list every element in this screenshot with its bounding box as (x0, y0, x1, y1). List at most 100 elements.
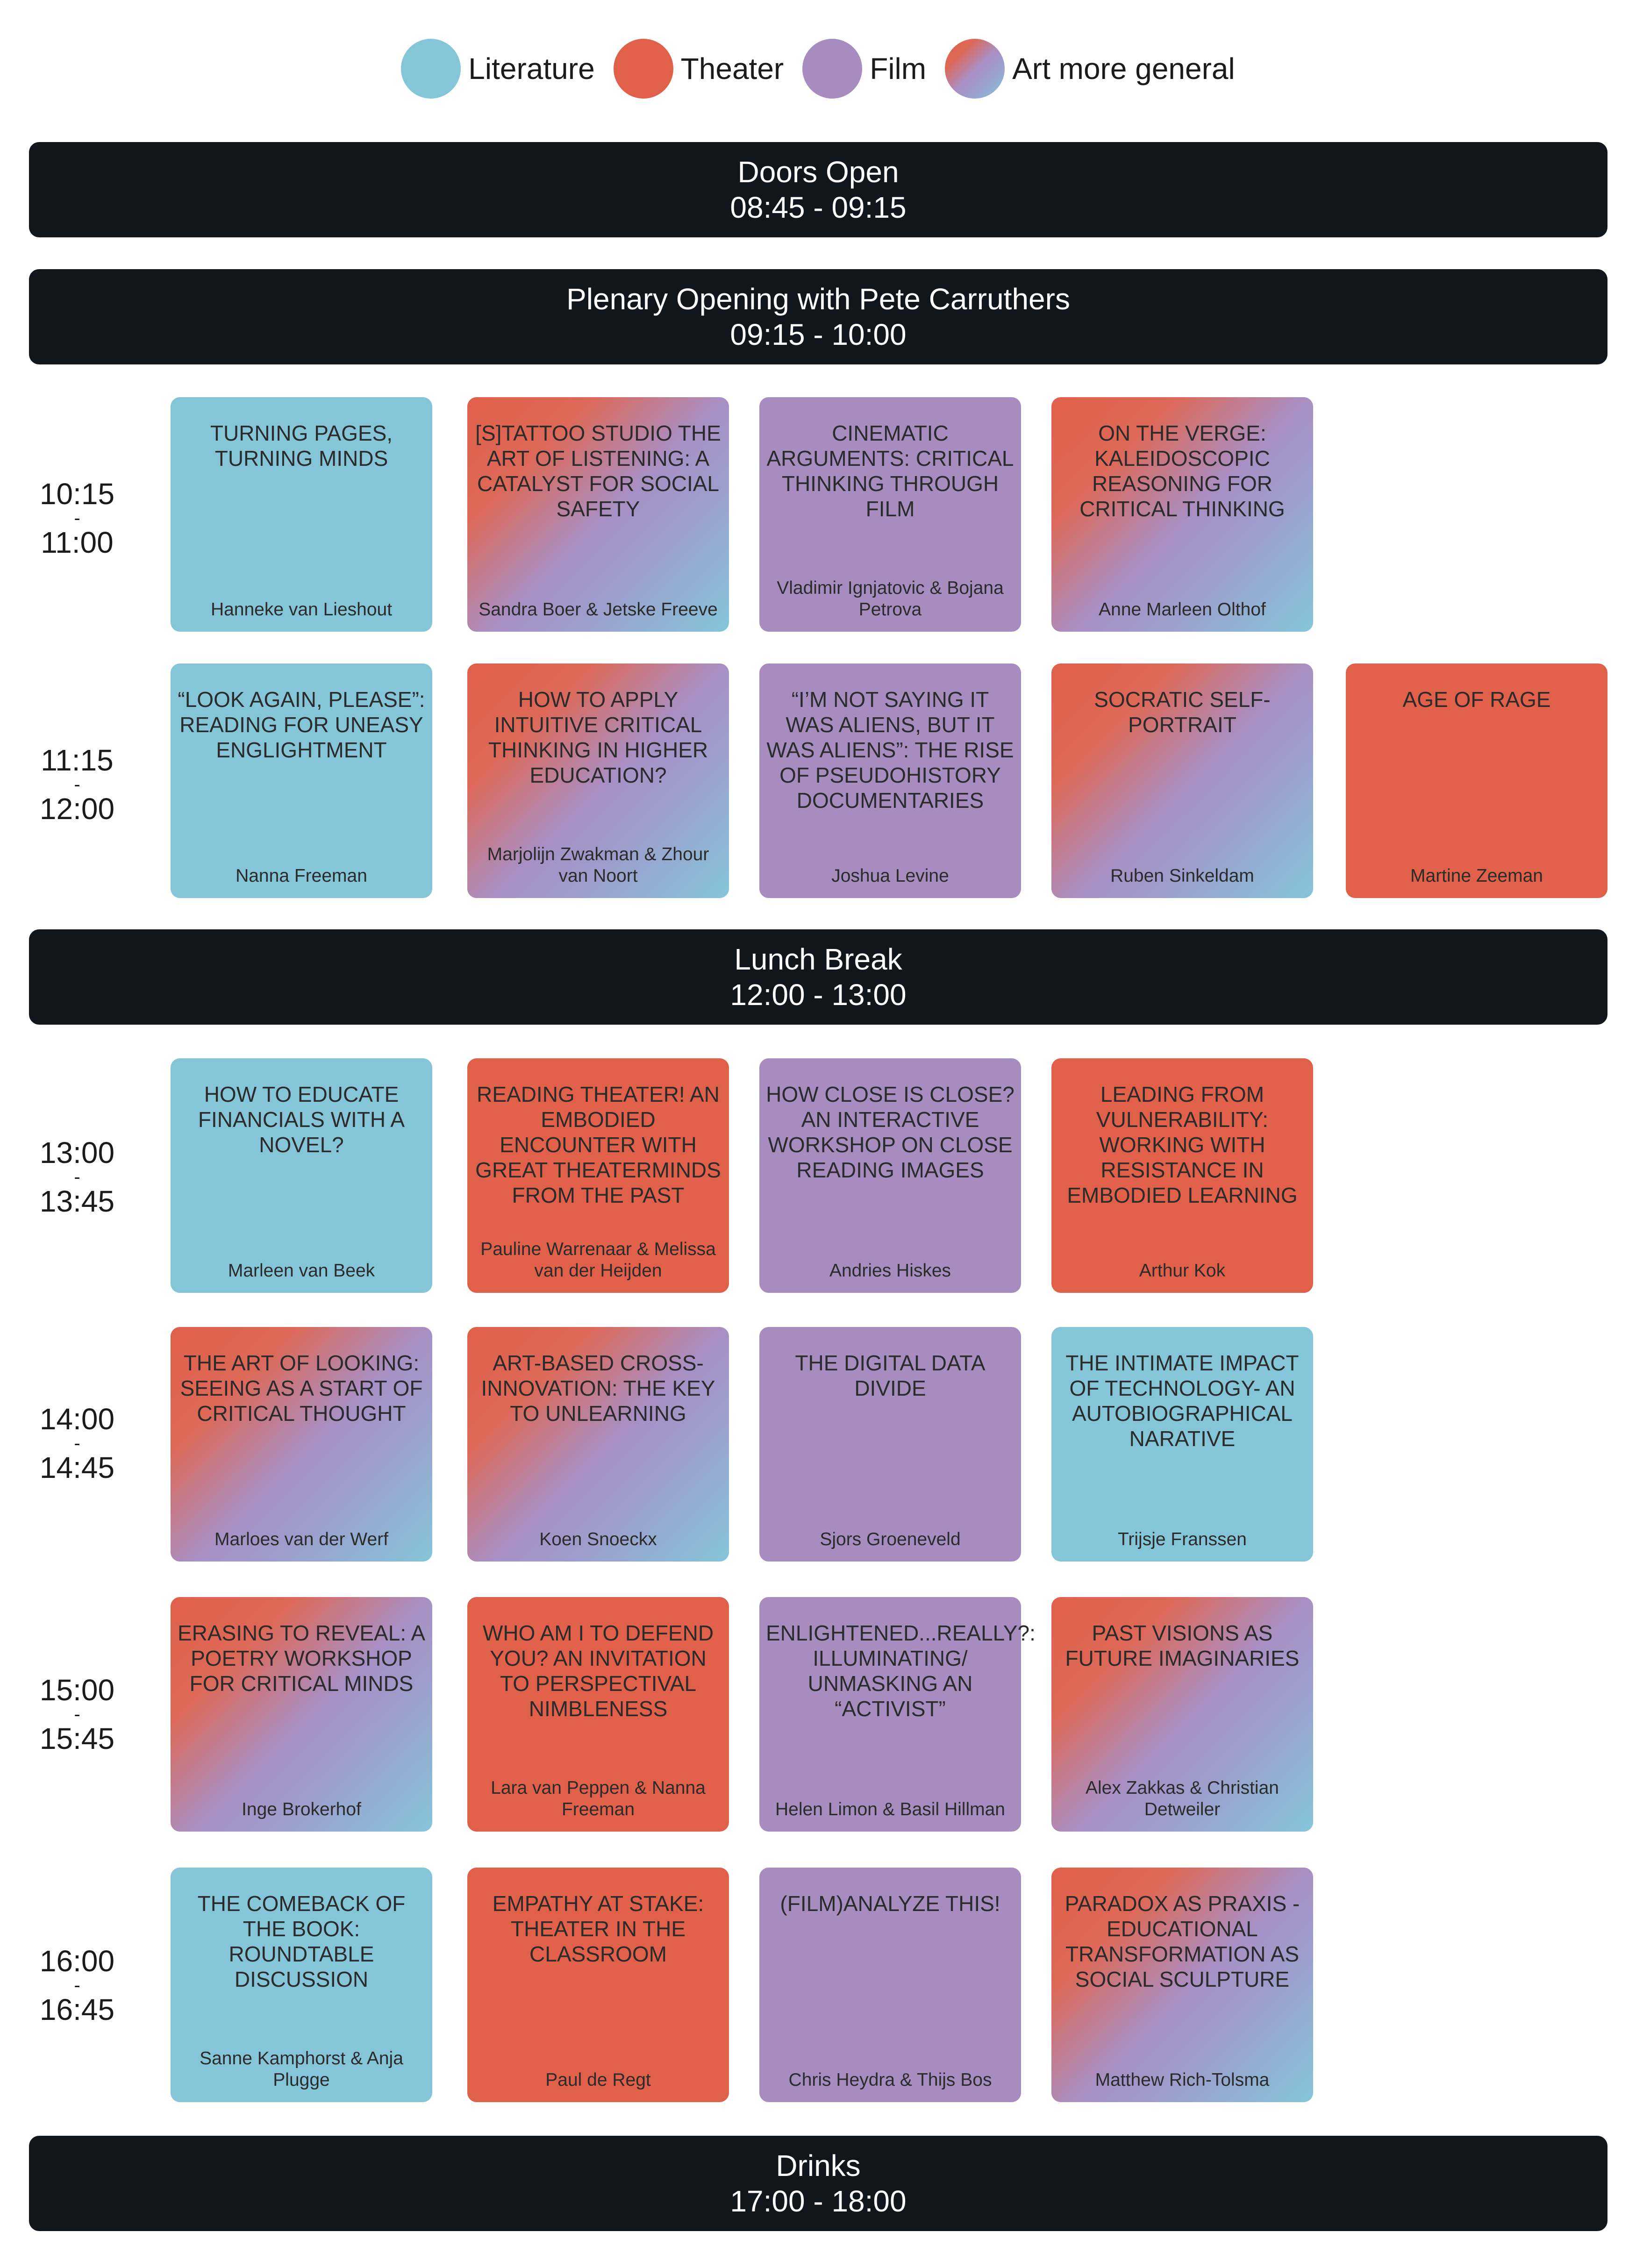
session-card: On the verge: kaleidoscopic reasoning fo… (1051, 397, 1313, 632)
time-label: 10:15-11:00 (28, 479, 126, 557)
session-card: “I’m not saying it was aliens, but it wa… (759, 663, 1021, 898)
time-start: 14:00 (39, 1402, 115, 1436)
legend-label: Theater (680, 52, 784, 86)
legend-item-film: Film (802, 39, 926, 99)
session-card: Socratic self-portrait Ruben Sinkeldam (1051, 663, 1313, 898)
legend-item-theater: Theater (613, 39, 784, 99)
session-speaker: Ruben Sinkeldam (1110, 866, 1254, 886)
time-separator: - (74, 1975, 80, 1996)
session-title: Leading from vulnerability: working with… (1067, 1082, 1298, 1207)
session-title: How to apply intuitive critical thinking… (488, 687, 708, 787)
session-card: The comeback of the book: roundtable dis… (171, 1868, 432, 2102)
time-end: 11:00 (41, 526, 114, 559)
legend-item-literature: Literature (401, 39, 595, 99)
banner-time: 12:00 - 13:00 (730, 978, 907, 1012)
time-start: 11:15 (41, 743, 114, 777)
session-card: The art of looking: seeing as a start of… (171, 1327, 432, 1562)
session-title: How to educate financials with a novel? (198, 1082, 405, 1157)
session-card: Empathy at stake: theater in the classro… (467, 1868, 729, 2102)
banner-plenary-opening: Plenary Opening with Pete Carruthers 09:… (29, 269, 1607, 364)
time-separator: - (74, 1167, 80, 1187)
session-speaker: Vladimir Ignjatovic & Bojana Petrova (777, 578, 1004, 620)
theater-color-dot (613, 39, 673, 99)
time-start: 15:00 (39, 1673, 115, 1707)
session-title: Past visions as future imaginaries (1065, 1621, 1300, 1670)
session-speaker: Matthew Rich-Tolsma (1095, 2070, 1270, 2090)
session-title: Who am I to defend you? An invitation to… (482, 1621, 714, 1721)
legend-label: Film (870, 52, 927, 86)
session-title: The comeback of the book: roundtable dis… (197, 1891, 406, 1991)
session-speaker: Marjolijn Zwakman & Zhour van Noort (487, 844, 709, 886)
session-title: (Film)analyze this! (780, 1891, 1000, 1916)
session-speaker: Anne Marleen Olthof (1099, 599, 1266, 620)
session-speaker: Hanneke van Lieshout (210, 599, 393, 620)
session-card: “Look again, please”: reading for uneasy… (171, 663, 432, 898)
legend-label: Art more general (1012, 52, 1235, 86)
session-title: Cinematic arguments: critical thinking t… (766, 421, 1014, 521)
session-card: Erasing to reveal: a poetry workshop for… (171, 1597, 432, 1832)
session-title: Paradox as praxis - educational transfor… (1064, 1891, 1300, 1991)
session-title: Age of rage (1402, 687, 1551, 712)
legend: Literature Theater Film Art more general (0, 34, 1636, 104)
time-separator: - (74, 1433, 80, 1454)
session-speaker: Arthur Kok (1139, 1261, 1226, 1281)
session-card: Leading from vulnerability: working with… (1051, 1058, 1313, 1293)
session-speaker: Sjors Groeneveld (820, 1529, 961, 1549)
session-title: How close is close? An interactive works… (766, 1082, 1014, 1182)
banner-time: 09:15 - 10:00 (730, 318, 907, 351)
banner-drinks: Drinks 17:00 - 18:00 (29, 2136, 1607, 2231)
session-title: On the verge: kaleidoscopic reasoning fo… (1079, 421, 1285, 521)
session-speaker: Marloes van der Werf (214, 1529, 389, 1549)
time-end: 16:45 (39, 1993, 115, 2026)
session-speaker: Alex Zakkas & Christian Detweiler (1086, 1778, 1279, 1819)
session-title: [s]tattoo studio the art of listening: a… (475, 421, 721, 521)
legend-item-general: Art more general (945, 39, 1235, 99)
session-speaker: Joshua Levine (831, 866, 949, 886)
time-end: 15:45 (39, 1722, 115, 1755)
session-title: Empathy at stake: theater in the classro… (492, 1891, 704, 1966)
session-speaker: Inge Brokerhof (242, 1799, 361, 1819)
time-separator: - (74, 774, 80, 795)
session-card: Cinematic arguments: critical thinking t… (759, 397, 1021, 632)
session-card: Who am I to defend you? An invitation to… (467, 1597, 729, 1832)
session-speaker: Chris Heydra & Thijs Bos (788, 2070, 992, 2090)
time-separator: - (74, 1704, 80, 1725)
session-card: How to educate financials with a novel? M… (171, 1058, 432, 1293)
time-label: 11:15-12:00 (28, 745, 126, 824)
session-speaker: Sandra Boer & Jetske Freeve (479, 599, 718, 620)
session-speaker: Martine Zeeman (1410, 866, 1543, 886)
literature-color-dot (401, 39, 461, 99)
banner-title: Drinks (776, 2149, 861, 2182)
session-speaker: Trijsje Franssen (1118, 1529, 1247, 1549)
session-title: Enlightened...really?: illuminating/ unm… (766, 1621, 1036, 1721)
session-card: Turning pages, turning minds Hanneke van … (171, 397, 432, 632)
time-label: 16:00-16:45 (28, 1946, 126, 2025)
session-title: The digital data divide (795, 1351, 986, 1400)
session-title: Art-based cross-innovation: the key to u… (481, 1351, 715, 1426)
session-card: (Film)analyze this! Chris Heydra & Thijs … (759, 1868, 1021, 2102)
session-speaker: Sanne Kamphorst & Anja Plugge (200, 2048, 403, 2090)
banner-time: 08:45 - 09:15 (730, 191, 907, 224)
session-speaker: Lara van Peppen & Nanna Freeman (491, 1778, 706, 1819)
session-title: The art of looking: seeing as a start of… (180, 1351, 423, 1426)
session-card: The intimate impact of technology- an au… (1051, 1327, 1313, 1562)
session-card: Enlightened...really?: illuminating/ unm… (759, 1597, 1036, 1832)
time-separator: - (74, 508, 80, 528)
film-color-dot (802, 39, 863, 99)
banner-time: 17:00 - 18:00 (730, 2184, 907, 2218)
banner-title: Lunch Break (734, 942, 902, 976)
time-label: 13:00-13:45 (28, 1138, 126, 1216)
banner-title: Doors Open (737, 155, 899, 189)
session-card: How to apply intuitive critical thinking… (467, 663, 729, 898)
session-card: Art-based cross-innovation: the key to u… (467, 1327, 729, 1562)
session-title: “Look again, please”: reading for uneasy… (178, 687, 425, 762)
session-card: How close is close? An interactive works… (759, 1058, 1021, 1293)
session-speaker: Pauline Warrenaar & Melissa van der Heij… (480, 1239, 716, 1281)
session-card: [s]tattoo studio the art of listening: a… (467, 397, 729, 632)
time-end: 13:45 (39, 1184, 115, 1218)
session-speaker: Paul de Regt (545, 2070, 651, 2090)
session-card: Reading theater! An embodied encounter w… (467, 1058, 729, 1293)
time-start: 16:00 (39, 1944, 115, 1978)
time-start: 10:15 (39, 477, 115, 511)
time-end: 12:00 (39, 792, 115, 826)
